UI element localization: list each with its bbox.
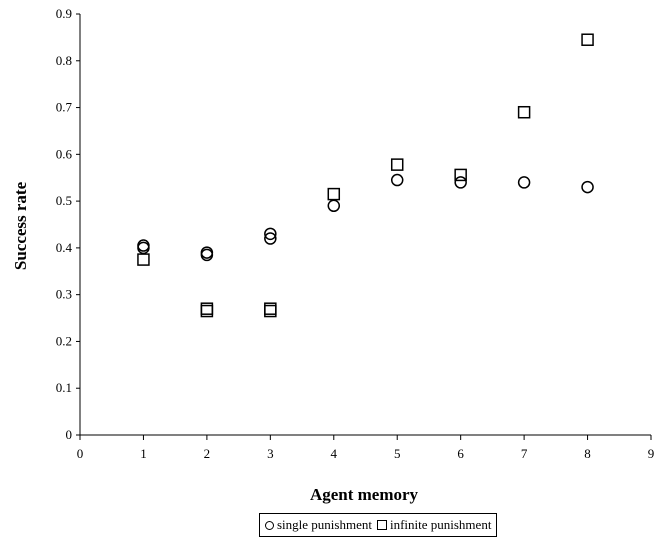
legend-item-infinite-punishment: infinite punishment [376,517,492,533]
point-single-punishment [200,246,214,259]
point-infinite-punishment [327,187,341,201]
tick-labels: 0 0.1 0.2 0.3 0.4 0.5 0.6 0.7 0.8 0.9 0 1 2 3 4 5 6 7 8 9 [56,6,655,461]
y-axis-title: Success rate [11,181,30,270]
point-infinite-punishment [390,158,404,171]
y-tick-label: 0.2 [56,333,72,348]
x-tick-label: 3 [267,446,274,461]
legend-item-single-punishment: single punishment [265,517,372,533]
x-tick-label: 2 [204,446,211,461]
legend-label-single-punishment: single punishment [277,517,372,532]
x-tick-label: 1 [140,446,147,461]
point-infinite-punishment [581,33,594,46]
x-tick-label: 4 [331,446,338,461]
y-tick-label: 0.6 [56,146,73,161]
x-tick-label: 9 [648,446,655,461]
point-infinite-punishment [200,302,214,315]
y-tick-label: 0.4 [56,240,73,255]
y-tick-label: 0 [66,427,73,442]
point-single-punishment [137,239,150,252]
x-tick-label: 5 [394,446,401,461]
tick-marks [76,13,652,440]
y-tick-label: 0.1 [56,380,72,395]
y-tick-label: 0.8 [56,53,72,68]
x-tick-label: 6 [457,446,464,461]
y-tick-label: 0.9 [56,6,72,21]
x-tick-label: 7 [521,446,528,461]
y-tick-label: 0.5 [56,193,72,208]
point-infinite-punishment [454,168,467,182]
point-infinite-punishment [264,302,277,315]
x-tick-label: 8 [584,446,591,461]
circle-marker-icon [265,520,274,530]
point-single-punishment [517,176,531,189]
point-single-punishment [327,199,341,213]
y-tick-label: 0.3 [56,287,72,302]
point-single-punishment [264,232,277,245]
point-infinite-punishment [137,253,150,266]
x-axis-title: Agent memory [310,485,419,504]
square-marker-icon [376,520,387,530]
legend: single punishment infinite punishment [259,513,498,537]
data-points [137,33,594,318]
point-infinite-punishment [517,105,531,119]
axes [79,14,651,436]
point-single-punishment [454,176,467,189]
y-tick-label: 0.7 [56,100,73,115]
point-single-punishment [264,227,277,241]
point-single-punishment [581,180,594,194]
legend-label-infinite-punishment: infinite punishment [389,517,492,532]
x-tick-label: 0 [77,446,84,461]
point-single-punishment [390,173,404,187]
